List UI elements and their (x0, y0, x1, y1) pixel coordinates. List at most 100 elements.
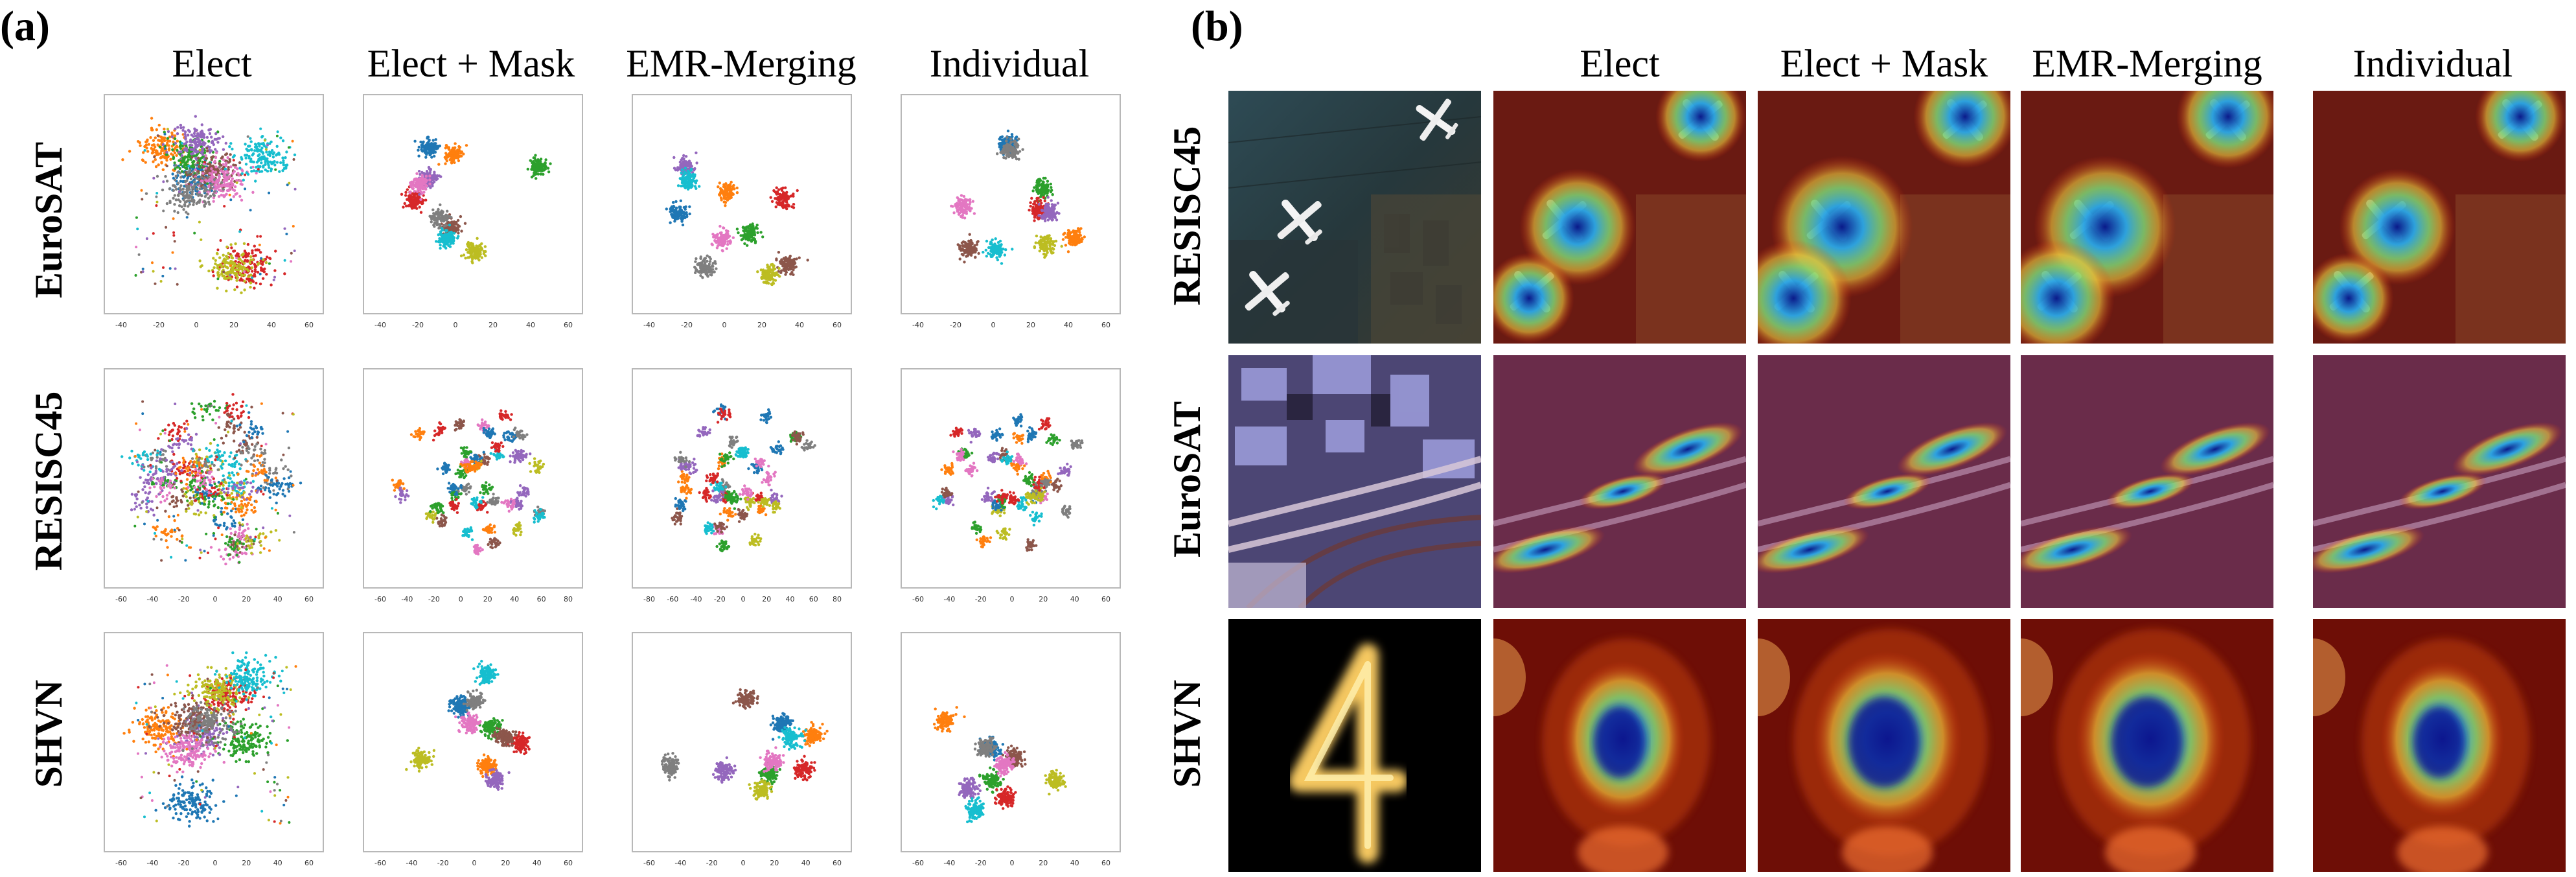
tsne-plot-eurosat-elect-mask: -40-2002040606040200-20-40-60 (363, 94, 583, 329)
tsne-point (266, 159, 270, 163)
tsne-point (199, 181, 202, 185)
tsne-point (224, 161, 228, 165)
col-title-a-emr-merging: EMR-Merging (626, 42, 857, 85)
tsne-point (746, 244, 749, 247)
tsne-point (1052, 243, 1055, 246)
tsne-point (175, 187, 178, 191)
tsne-point (1040, 209, 1044, 212)
tsne-point (259, 235, 262, 238)
tsne-point (792, 257, 796, 261)
tsne-point (208, 150, 212, 154)
tsne-point (999, 244, 1002, 248)
tsne-point (469, 241, 473, 245)
tsne-point (174, 178, 177, 181)
tsne-point (263, 488, 267, 491)
tsne-point (188, 169, 191, 172)
tsne-point (220, 183, 224, 187)
tsne-point (172, 234, 176, 237)
tsne-point (420, 176, 424, 180)
tsne-point (155, 128, 158, 132)
tsne-point (695, 257, 698, 261)
tsne-point (242, 178, 245, 181)
tsne-point (1006, 129, 1010, 133)
tsne-point (1013, 152, 1017, 156)
tsne-point (407, 194, 411, 198)
tsne-point (142, 151, 145, 154)
tsne-point (437, 240, 441, 244)
tsne-point (710, 274, 713, 277)
tsne-point (445, 144, 448, 147)
tsne-point (759, 268, 763, 272)
tsne-point (767, 272, 771, 275)
tsne-point (433, 142, 436, 145)
tsne-point (143, 145, 146, 148)
tsne-point (259, 251, 262, 254)
tsne-point (179, 150, 183, 154)
tsne-point (795, 257, 798, 261)
tsne-point (183, 143, 186, 146)
tsne-point (413, 200, 416, 204)
tsne-point (717, 185, 720, 189)
tsne-point (1073, 233, 1076, 237)
tsne-point (985, 239, 989, 243)
tsne-point (408, 199, 411, 202)
tsne-point (285, 233, 288, 235)
tsne-point (234, 193, 237, 196)
tsne-point (1038, 179, 1042, 182)
tsne-point (993, 242, 996, 246)
tsne-point (450, 216, 453, 219)
tsne-point (257, 165, 260, 168)
tsne-plot-eurosat-emr-merging: -40-2002040606040200-20-40-60 (632, 94, 852, 329)
tsne-point (228, 145, 231, 148)
tsne-point (226, 257, 229, 260)
tsne-point (968, 233, 971, 236)
tsne-point (756, 270, 759, 274)
tsne-point (777, 251, 781, 254)
tsne-point (441, 228, 444, 232)
tsne-point (161, 143, 165, 146)
tsne-point (182, 165, 185, 168)
tsne-point (238, 230, 242, 233)
tsne-point (203, 200, 206, 203)
tsne-point (243, 274, 246, 277)
tsne-point (251, 191, 255, 194)
tsne-point (982, 250, 985, 254)
tsne-point (245, 171, 248, 174)
tsne-point (211, 187, 214, 190)
tsne-point (677, 213, 680, 216)
tsne-point (991, 244, 995, 248)
tsne-point (1010, 133, 1014, 136)
tsne-point (203, 142, 207, 145)
tsne-point (1002, 145, 1006, 148)
tsne-point (971, 200, 974, 203)
tsne-point (419, 172, 422, 176)
tsne-point (457, 154, 460, 157)
tsne-point (229, 274, 232, 277)
tsne-point (683, 184, 687, 187)
tsne-point (205, 146, 209, 150)
tsne-point (428, 182, 431, 185)
tsne-point (167, 144, 170, 147)
tsne-point (1013, 139, 1017, 143)
tsne-point (665, 207, 668, 211)
tsne-point (290, 251, 293, 255)
tsne-point (433, 176, 437, 179)
tsne-point (735, 191, 739, 194)
tsne-point (778, 203, 781, 207)
tsne-point (192, 203, 195, 207)
tsne-point (722, 196, 726, 200)
tsne-point (179, 163, 183, 167)
tsne-point (726, 236, 730, 239)
tsne-point (198, 135, 201, 138)
tsne-point (779, 197, 783, 200)
tsne-point (420, 174, 424, 177)
tsne-svg: -40-20020406040200-20-40 (115, 115, 314, 329)
tsne-point (259, 149, 262, 152)
tsne-point (216, 169, 220, 172)
tsne-point (243, 288, 246, 292)
tsne-point (197, 156, 200, 159)
tsne-point (222, 158, 225, 161)
tsne-point (728, 240, 731, 243)
tsne-point (455, 220, 458, 224)
tsne-point (198, 199, 201, 203)
